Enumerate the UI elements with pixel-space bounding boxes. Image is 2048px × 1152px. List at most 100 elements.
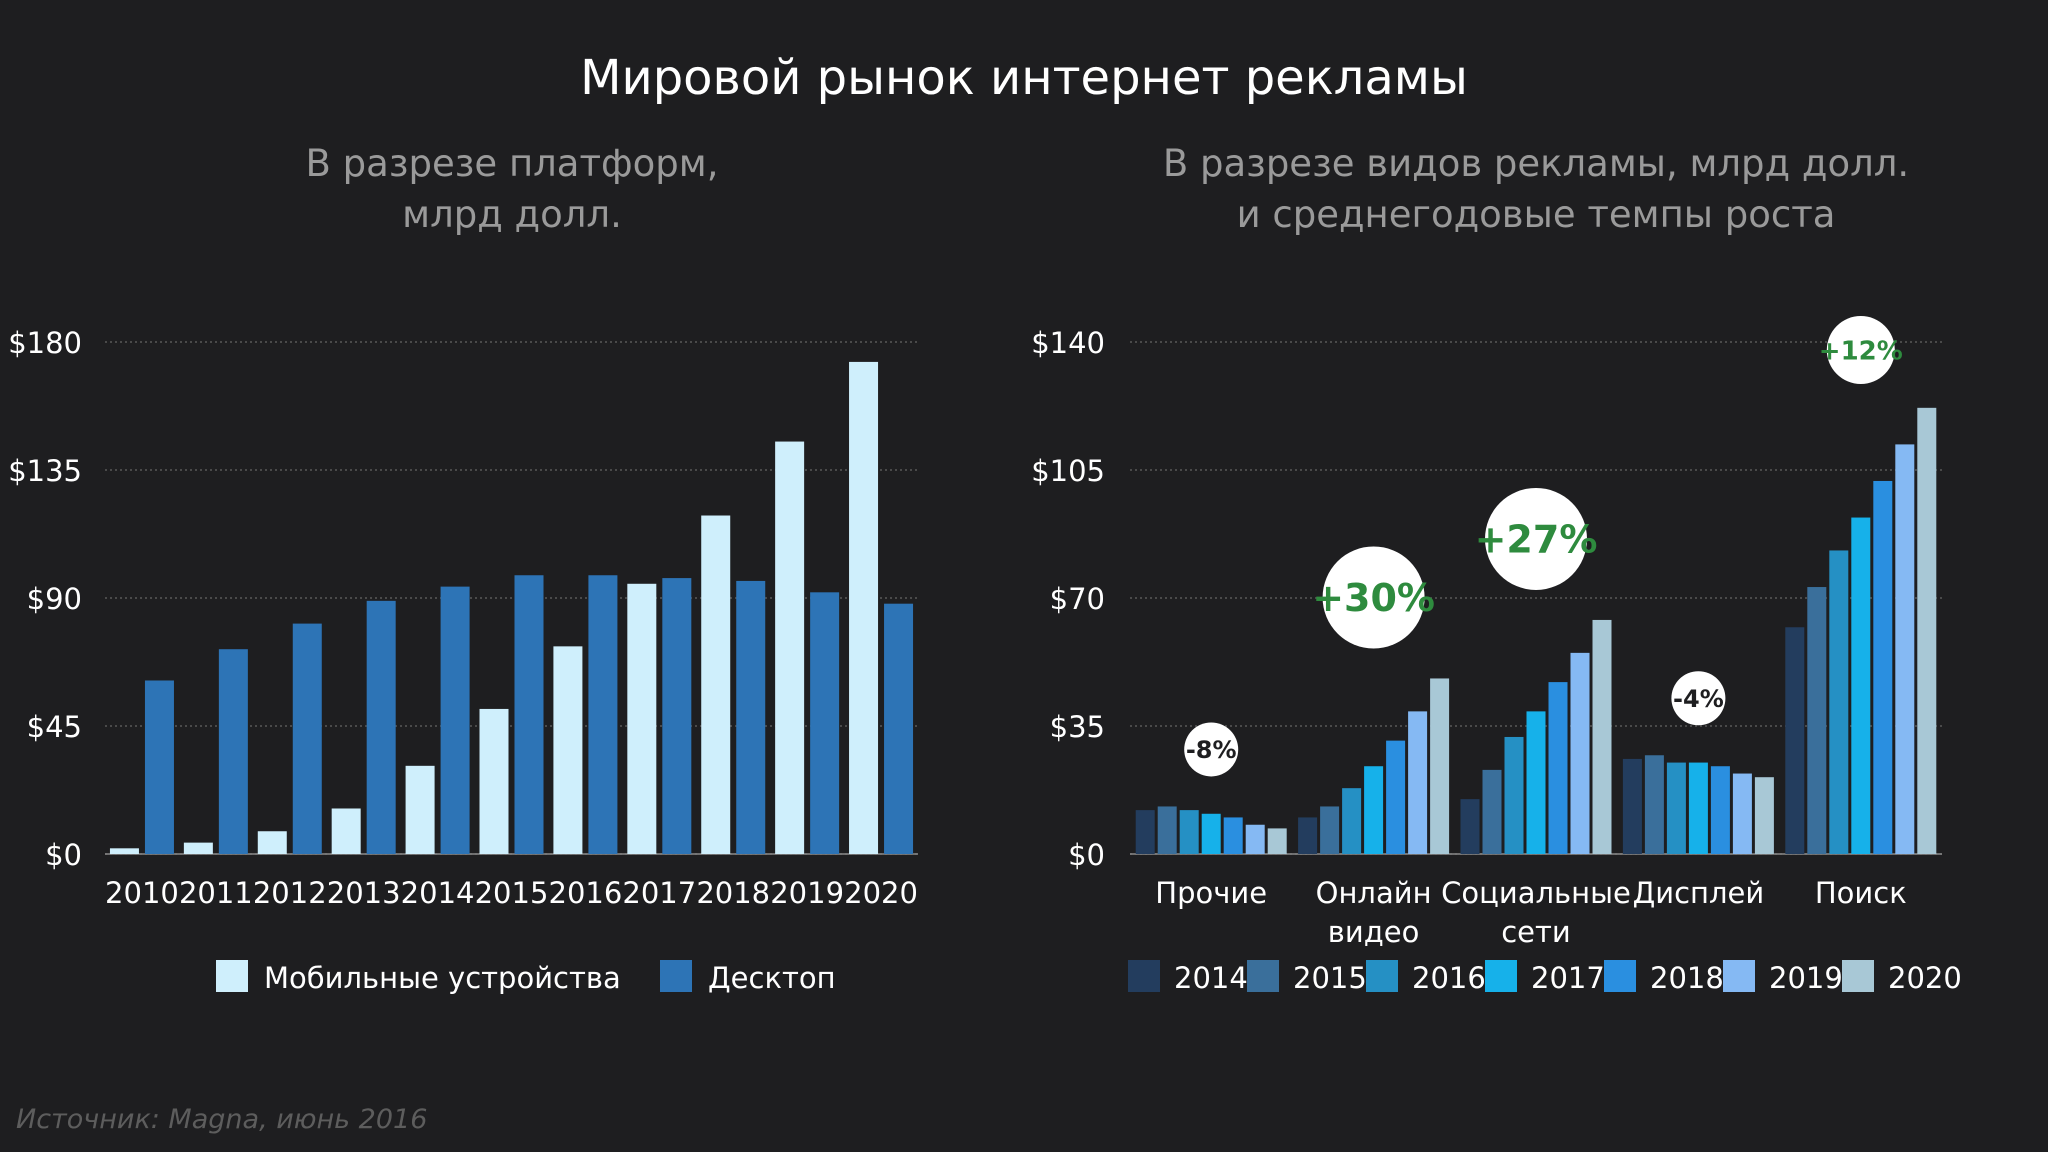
- bar: [1223, 817, 1243, 854]
- legend-swatch: [1604, 960, 1636, 992]
- legend-label: Мобильные устройства: [264, 961, 621, 995]
- y-tick-label: $45: [27, 710, 82, 744]
- left-chart-subtitle-line: млрд долл.: [402, 193, 622, 236]
- bar: [1548, 682, 1568, 854]
- growth-rate-label: +27%: [1475, 518, 1598, 562]
- bar: [1179, 810, 1199, 854]
- ad-type-chart: $0 $35 $70 $105 $140 Прочие -8% Онлайн видео +30%…: [1031, 316, 1962, 995]
- growth-bubble: [1485, 487, 1587, 590]
- bar: [1482, 769, 1502, 854]
- bar: [1430, 678, 1450, 854]
- y-tick-label: $0: [1068, 838, 1105, 872]
- growth-bubble: [1184, 722, 1239, 777]
- bar: [109, 848, 139, 854]
- left-chart-subtitle: В разрезе платформ, млрд долл.: [236, 138, 788, 240]
- bar: [405, 765, 435, 854]
- legend-label: Десктоп: [708, 961, 836, 995]
- legend-label: 2014: [1174, 961, 1248, 995]
- legend-swatch: [660, 960, 692, 992]
- bar: [1710, 766, 1730, 854]
- x-tick-label: Прочие: [1155, 876, 1267, 910]
- y-tick-label: $180: [8, 326, 82, 360]
- bar: [1386, 740, 1406, 854]
- legend-swatch: [1485, 960, 1517, 992]
- bar: [514, 575, 544, 854]
- y-tick-label: $35: [1050, 710, 1105, 744]
- right-chart-subtitle-line: В разрезе видов рекламы, млрд долл.: [1162, 142, 1910, 185]
- y-tick-label: $70: [1050, 582, 1105, 616]
- x-tick-label: сети: [1501, 915, 1571, 949]
- legend-label: 2017: [1531, 961, 1605, 995]
- bar: [588, 575, 618, 854]
- x-tick-label: Онлайн: [1316, 876, 1432, 910]
- legend-label: 2015: [1293, 961, 1367, 995]
- bar: [1157, 806, 1177, 854]
- bar: [1570, 652, 1590, 854]
- bar: [1829, 550, 1849, 854]
- bar: [331, 808, 361, 854]
- legend-swatch: [1247, 960, 1279, 992]
- x-tick-label: видео: [1328, 915, 1420, 949]
- y-tick-label: $140: [1031, 326, 1105, 360]
- bar: [366, 600, 396, 854]
- bar: [1754, 777, 1774, 854]
- left-chart-subtitle-line: В разрезе платформ,: [305, 142, 719, 185]
- bar: [884, 603, 914, 854]
- bar: [736, 580, 766, 854]
- bar: [1201, 813, 1221, 854]
- bar: [1666, 762, 1686, 854]
- bar: [440, 586, 470, 854]
- right-chart-subtitle: В разрезе видов рекламы, млрд долл. и ср…: [1136, 138, 1936, 240]
- bar: [701, 515, 731, 854]
- growth-bubble: [1322, 546, 1425, 649]
- legend-swatch: [1128, 960, 1160, 992]
- bar: [627, 583, 657, 854]
- bar: [183, 842, 213, 854]
- bar: [1807, 587, 1827, 854]
- bar: [553, 646, 583, 854]
- legend-label: 2016: [1412, 961, 1486, 995]
- y-tick-label: $0: [45, 838, 82, 872]
- bar: [849, 361, 879, 854]
- x-tick-label: 2018: [696, 876, 770, 910]
- bar: [292, 623, 322, 854]
- bar: [1873, 480, 1893, 854]
- growth-rate-label: -8%: [1186, 736, 1237, 764]
- y-tick-label: $135: [8, 454, 82, 488]
- right-chart-subtitle-line: и среднегодовые темпы роста: [1236, 193, 1836, 236]
- bar: [1267, 828, 1287, 854]
- bar: [1644, 755, 1664, 854]
- bar: [1895, 444, 1915, 854]
- x-tick-label: 2017: [622, 876, 696, 910]
- growth-rate-label: +12%: [1819, 336, 1903, 366]
- legend-swatch: [1842, 960, 1874, 992]
- legend-swatch: [216, 960, 248, 992]
- x-tick-label: 2019: [770, 876, 844, 910]
- bar: [1526, 711, 1546, 854]
- y-tick-label: $105: [1031, 454, 1105, 488]
- bar: [662, 578, 692, 854]
- x-tick-label: 2013: [327, 876, 401, 910]
- growth-rate-label: +30%: [1312, 576, 1435, 620]
- growth-bubble: [1826, 316, 1895, 384]
- x-tick-label: 2010: [105, 876, 179, 910]
- legend-label: 2019: [1769, 961, 1843, 995]
- bar: [1135, 810, 1155, 854]
- bar: [1917, 407, 1937, 854]
- platform-chart: $0 $45 $90 $135 $180 2010 2011 2012 2013 2014 2015…: [8, 326, 918, 995]
- bar: [1592, 619, 1612, 854]
- bar: [1320, 806, 1340, 854]
- x-tick-label: 2020: [844, 876, 918, 910]
- x-tick-label: Социальные: [1441, 876, 1631, 910]
- y-tick-label: $90: [27, 582, 82, 616]
- bar: [810, 592, 840, 854]
- bar: [1785, 627, 1805, 854]
- x-tick-label: 2014: [401, 876, 475, 910]
- bar: [1342, 788, 1362, 854]
- bar: [1364, 766, 1384, 854]
- source-note: Источник: Magna, июнь 2016: [16, 1104, 428, 1135]
- bar: [1408, 711, 1428, 854]
- bar: [1460, 799, 1480, 854]
- legend-swatch: [1366, 960, 1398, 992]
